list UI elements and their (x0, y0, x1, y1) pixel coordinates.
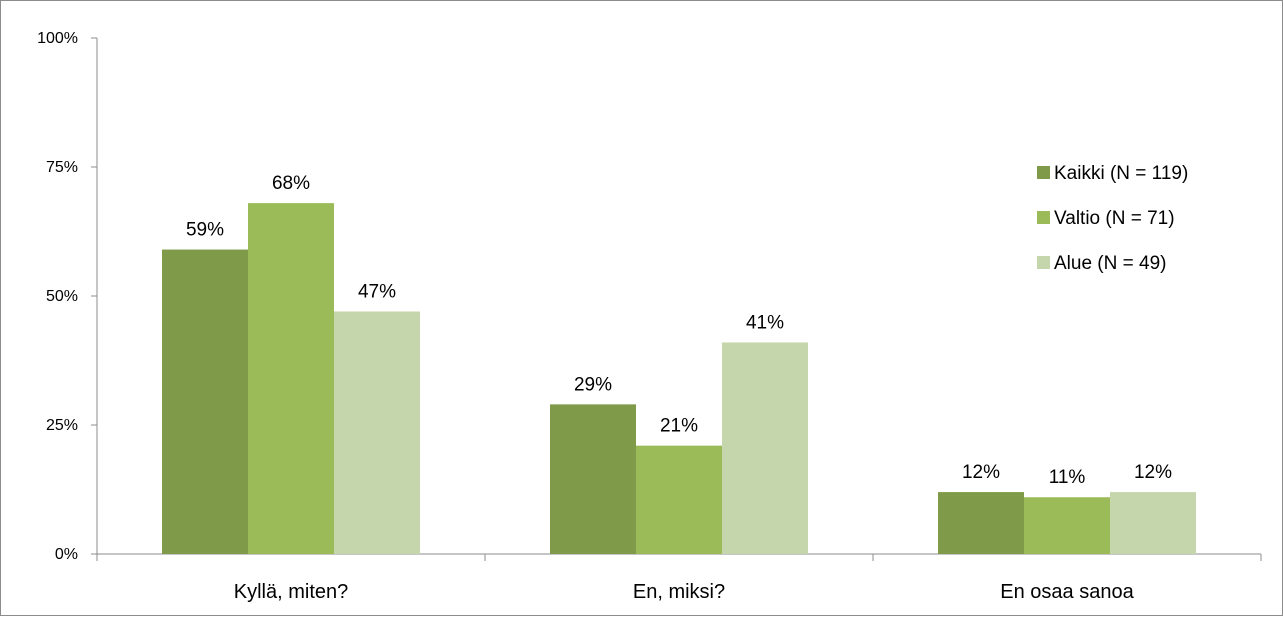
axes: 0% 25% 50% 75% 100% Kyllä, miten? En, miksi? En… (37, 30, 1262, 603)
y-tick-label: 75% (46, 159, 78, 176)
data-label: 12% (1134, 462, 1172, 483)
legend-entry-label: Kaikki (N = 119) (1054, 163, 1188, 184)
bar (636, 445, 722, 554)
legend: Kaikki (N = 119) Valtio (N = 71) Alue (N =… (1037, 163, 1188, 274)
bar (334, 311, 420, 554)
data-label: 11% (1049, 467, 1086, 488)
data-label: 47% (358, 281, 396, 302)
x-category-label: En osaa sanoa (1000, 581, 1134, 603)
data-label: 68% (272, 173, 310, 194)
bar (550, 404, 636, 554)
data-label: 21% (660, 416, 698, 437)
legend-swatch (1037, 256, 1050, 269)
bar (1110, 492, 1196, 554)
data-label: 29% (574, 374, 612, 395)
data-label: 59% (186, 220, 224, 241)
bar (1024, 497, 1110, 554)
x-category-label: En, miksi? (633, 581, 725, 603)
y-tick-label: 0% (55, 546, 78, 563)
data-labels: 59% 68% 47% 29% 21% 41% 12% 11% 12% (186, 173, 1172, 488)
bar (248, 203, 334, 554)
bar (162, 249, 248, 554)
x-category-label: Kyllä, miten? (234, 581, 349, 603)
legend-swatch (1037, 166, 1050, 179)
legend-entry-label: Alue (N = 49) (1054, 253, 1166, 274)
y-tick-label: 25% (46, 417, 78, 434)
bar (722, 342, 808, 554)
bar (938, 492, 1024, 554)
y-tick-label: 50% (46, 288, 78, 305)
y-tick-label: 100% (37, 30, 78, 47)
data-label: 12% (962, 462, 1000, 483)
legend-entry-label: Valtio (N = 71) (1054, 208, 1175, 229)
bars (162, 203, 1196, 554)
legend-swatch (1037, 211, 1050, 224)
data-label: 41% (746, 312, 784, 333)
